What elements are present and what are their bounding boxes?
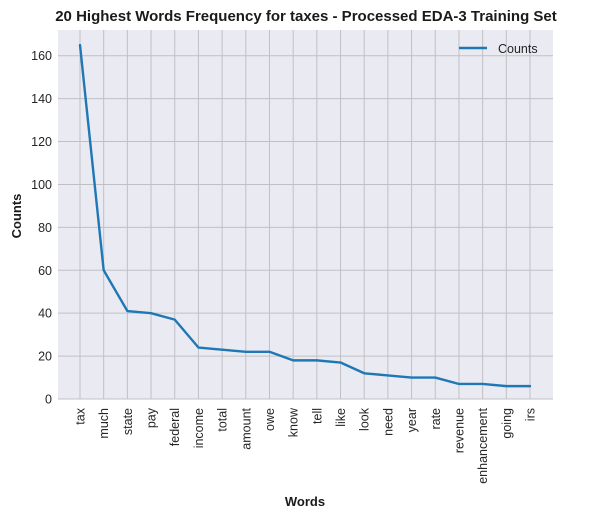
y-tick-label: 0 bbox=[45, 393, 52, 407]
y-tick-label: 80 bbox=[38, 221, 52, 235]
legend: Counts bbox=[459, 42, 538, 56]
plot-area bbox=[58, 30, 553, 399]
x-tick-label: like bbox=[334, 408, 348, 427]
x-tick-label: irs bbox=[524, 408, 538, 421]
y-tick-label: 140 bbox=[31, 92, 52, 106]
x-tick-label: federal bbox=[168, 408, 182, 446]
y-tick-label: 100 bbox=[31, 178, 52, 192]
y-tick-label: 40 bbox=[38, 307, 52, 321]
x-tick-label: going bbox=[500, 408, 514, 439]
y-tick-label: 20 bbox=[38, 350, 52, 364]
x-tick-label: look bbox=[358, 407, 372, 431]
x-tick-label: need bbox=[381, 408, 395, 436]
x-tick-label: know bbox=[287, 407, 301, 437]
x-tick-label: owe bbox=[263, 408, 277, 431]
x-tick-label: enhancement bbox=[476, 407, 490, 483]
x-tick-label: total bbox=[216, 408, 230, 432]
x-axis-ticks: tax much state pay federal income total amount o… bbox=[74, 407, 538, 484]
y-axis-label: Counts bbox=[9, 194, 24, 239]
x-tick-label: income bbox=[192, 408, 206, 448]
y-tick-label: 160 bbox=[31, 49, 52, 63]
y-tick-label: 120 bbox=[31, 135, 52, 149]
x-tick-label: revenue bbox=[452, 408, 466, 453]
x-tick-label: pay bbox=[145, 407, 159, 428]
x-tick-label: tell bbox=[310, 408, 324, 424]
x-tick-label: amount bbox=[239, 407, 253, 449]
x-axis-label: Words bbox=[285, 494, 325, 509]
y-tick-label: 60 bbox=[38, 264, 52, 278]
x-tick-label: tax bbox=[74, 407, 88, 424]
chart-title: 20 Highest Words Frequency for taxes - P… bbox=[55, 8, 557, 25]
legend-label: Counts bbox=[498, 42, 538, 56]
y-axis-ticks: 0 20 40 60 80 100 120 140 160 bbox=[31, 49, 52, 406]
x-tick-label: rate bbox=[429, 408, 443, 430]
x-tick-label: much bbox=[97, 408, 111, 439]
x-tick-label: state bbox=[121, 408, 135, 435]
series-line-counts bbox=[78, 43, 532, 388]
x-tick-label: year bbox=[405, 408, 419, 432]
grid-lines bbox=[58, 30, 553, 400]
